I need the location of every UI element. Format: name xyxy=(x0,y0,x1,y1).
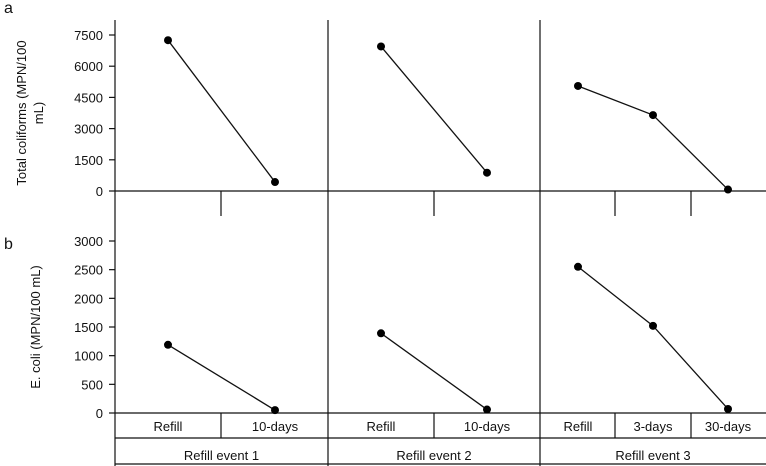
y-tick-label-a: 0 xyxy=(96,184,103,199)
data-point xyxy=(164,36,172,45)
category-label: 10-days xyxy=(252,419,299,434)
category-label: 3-days xyxy=(633,419,673,434)
category-label: Refill xyxy=(564,419,593,434)
data-point xyxy=(724,404,732,413)
category-label: Refill xyxy=(154,419,183,434)
data-point xyxy=(164,340,172,349)
panel-letter-b: b xyxy=(4,236,13,253)
y-tick-label-a: 6000 xyxy=(74,59,103,74)
group-label: Refill event 3 xyxy=(615,448,690,463)
data-point xyxy=(271,406,279,415)
data-point xyxy=(483,405,491,414)
y-tick-label-b: 3000 xyxy=(74,234,103,249)
y-axis-title-a: mL) xyxy=(31,102,46,124)
data-point xyxy=(483,168,491,177)
y-tick-label-a: 3000 xyxy=(74,122,103,137)
data-point xyxy=(271,178,279,187)
data-point xyxy=(724,185,732,194)
y-tick-label-a: 7500 xyxy=(74,28,103,43)
data-point xyxy=(574,262,582,271)
data-point xyxy=(649,111,657,120)
y-axis-title-a: Total coliforms (MPN/100 xyxy=(14,40,29,185)
y-tick-label-a: 4500 xyxy=(74,90,103,105)
y-tick-label-b: 0 xyxy=(96,406,103,421)
series-line xyxy=(577,85,729,191)
y-tick-label-a: 1500 xyxy=(74,153,103,168)
series-line xyxy=(380,46,488,174)
data-point xyxy=(377,42,385,51)
data-point xyxy=(377,329,385,338)
y-tick-label-b: 500 xyxy=(81,377,103,392)
data-point xyxy=(574,81,582,90)
category-label: 10-days xyxy=(464,419,511,434)
data-point xyxy=(649,321,657,330)
series-line xyxy=(167,344,276,411)
series-line xyxy=(167,39,276,183)
series-line xyxy=(577,266,729,410)
series-line xyxy=(380,332,488,411)
y-tick-label-b: 1000 xyxy=(74,349,103,364)
category-label: Refill xyxy=(367,419,396,434)
group-label: Refill event 2 xyxy=(396,448,471,463)
panel-letter-a: a xyxy=(4,0,13,17)
group-label: Refill event 1 xyxy=(184,448,259,463)
category-label: 30-days xyxy=(705,419,752,434)
y-tick-label-b: 2500 xyxy=(74,263,103,278)
y-axis-title-b: E. coli (MPN/100 mL) xyxy=(28,265,43,389)
y-tick-label-b: 1500 xyxy=(74,320,103,335)
y-tick-label-b: 2000 xyxy=(74,291,103,306)
